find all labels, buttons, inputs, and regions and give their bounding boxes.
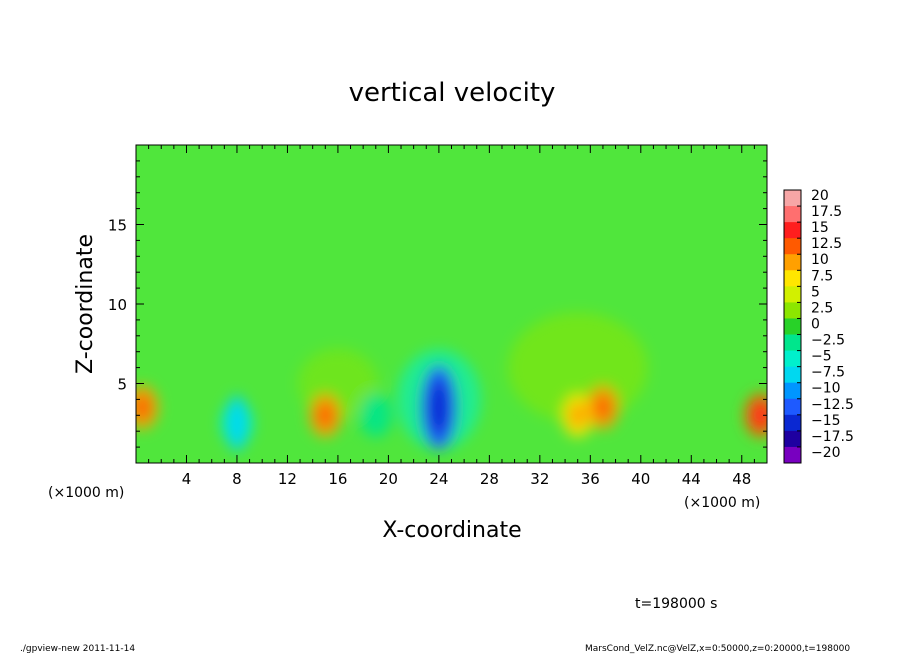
footer-right: MarsCond_VelZ.nc@VelZ,x=0:50000,z=0:2000…	[585, 644, 850, 654]
heatmap-cell	[359, 393, 392, 438]
colorbar-label: 2.5	[811, 300, 833, 316]
x-axis-label: X-coordinate	[382, 518, 521, 543]
x-unit-label-right: (×1000 m)	[684, 495, 760, 511]
y-tick-label: 10	[108, 296, 127, 314]
colorbar-label: 15	[811, 220, 829, 236]
colorbar-label: −17.5	[811, 429, 854, 445]
colorbar-swatch	[784, 334, 801, 352]
colorbar-swatch	[784, 446, 801, 464]
x-tick-label: 28	[480, 470, 499, 488]
heatmap-area	[136, 145, 767, 463]
x-tick-label: 40	[631, 470, 650, 488]
colorbar-label: −5	[811, 349, 832, 365]
time-label: t=198000 s	[635, 596, 717, 612]
y-tick-label: 5	[117, 376, 127, 394]
colorbar-label: −15	[811, 413, 841, 429]
colorbar-swatch	[784, 382, 801, 400]
y-axis: 5 10 15	[108, 160, 767, 448]
heatmap-cell	[569, 403, 586, 428]
colorbar-swatch	[784, 222, 801, 239]
colorbar-swatch	[784, 430, 801, 448]
x-tick-label: 12	[278, 470, 297, 488]
colorbar-label: 17.5	[811, 204, 842, 220]
heatmap-cell	[752, 403, 767, 428]
colorbar-swatch	[784, 398, 801, 416]
colorbar-swatch	[784, 270, 801, 287]
colorbar-label: 7.5	[811, 268, 833, 284]
colorbar-label: −12.5	[811, 397, 854, 413]
x-tick-label: 8	[232, 470, 242, 488]
colorbar-swatch	[784, 254, 801, 271]
x-axis: 4 8 12 16 20 24 28 32 36 40 44 48	[148, 145, 755, 488]
colorbar: 2017.51512.5107.552.50−2.5−5−7.5−10−12.5…	[783, 188, 854, 464]
colorbar-frame	[783, 189, 802, 464]
colorbar-swatch	[784, 302, 801, 319]
x-tick-label: 32	[530, 470, 549, 488]
colorbar-swatch	[784, 318, 801, 336]
x-tick-label: 48	[732, 470, 751, 488]
heatmap-cell	[226, 395, 247, 452]
colorbar-swatch	[784, 190, 801, 207]
colorbar-label: 10	[811, 252, 829, 268]
colorbar-swatch	[784, 350, 801, 368]
colorbar-label: 20	[811, 188, 829, 204]
y-axis-label: Z-coordinate	[73, 234, 98, 374]
heatmap-cell	[594, 395, 611, 420]
footer-left: ./gpview-new 2011-11-14	[20, 644, 135, 654]
colorbar-swatch	[784, 238, 801, 255]
colorbar-label: −20	[811, 445, 841, 461]
colorbar-label: −7.5	[811, 365, 845, 381]
chart-title: vertical velocity	[349, 78, 556, 108]
colorbar-swatch	[784, 366, 801, 384]
x-tick-label: 20	[379, 470, 398, 488]
colorbar-label: −10	[811, 381, 841, 397]
colorbar-swatch	[784, 286, 801, 303]
x-tick-label: 44	[682, 470, 701, 488]
colorbar-label: 0	[811, 316, 820, 332]
heatmap-cell	[136, 395, 151, 420]
x-tick-label: 36	[581, 470, 600, 488]
heatmap-cell	[428, 379, 449, 436]
x-tick-label: 16	[328, 470, 347, 488]
x-tick-label: 4	[182, 470, 192, 488]
colorbar-swatch	[784, 414, 801, 432]
heatmap-cell	[317, 403, 334, 428]
colorbar-swatch	[784, 206, 801, 223]
x-unit-label-left: (×1000 m)	[48, 485, 124, 501]
heatmap-features	[136, 312, 767, 452]
x-tick-label: 24	[429, 470, 448, 488]
y-tick-label: 15	[108, 217, 127, 235]
colorbar-label: −2.5	[811, 333, 845, 349]
colorbar-label: 5	[811, 284, 820, 300]
colorbar-label: 12.5	[811, 236, 842, 252]
